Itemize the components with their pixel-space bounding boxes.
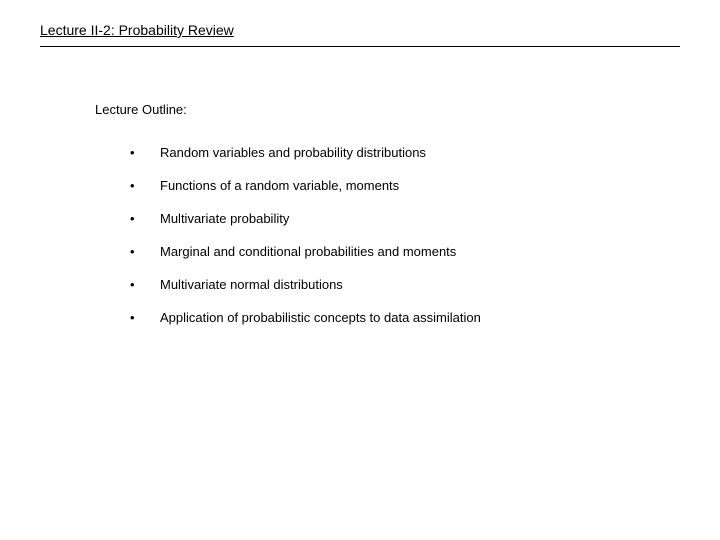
outline-heading: Lecture Outline: [95,102,680,117]
list-item: Functions of a random variable, moments [130,178,680,193]
title-rule [40,46,680,47]
list-item: Random variables and probability distrib… [130,145,680,160]
list-item: Multivariate normal distributions [130,277,680,292]
page-title: Lecture II-2: Probability Review [40,22,680,38]
outline-list: Random variables and probability distrib… [130,145,680,325]
list-item: Application of probabilistic concepts to… [130,310,680,325]
list-item: Marginal and conditional probabilities a… [130,244,680,259]
list-item: Multivariate probability [130,211,680,226]
